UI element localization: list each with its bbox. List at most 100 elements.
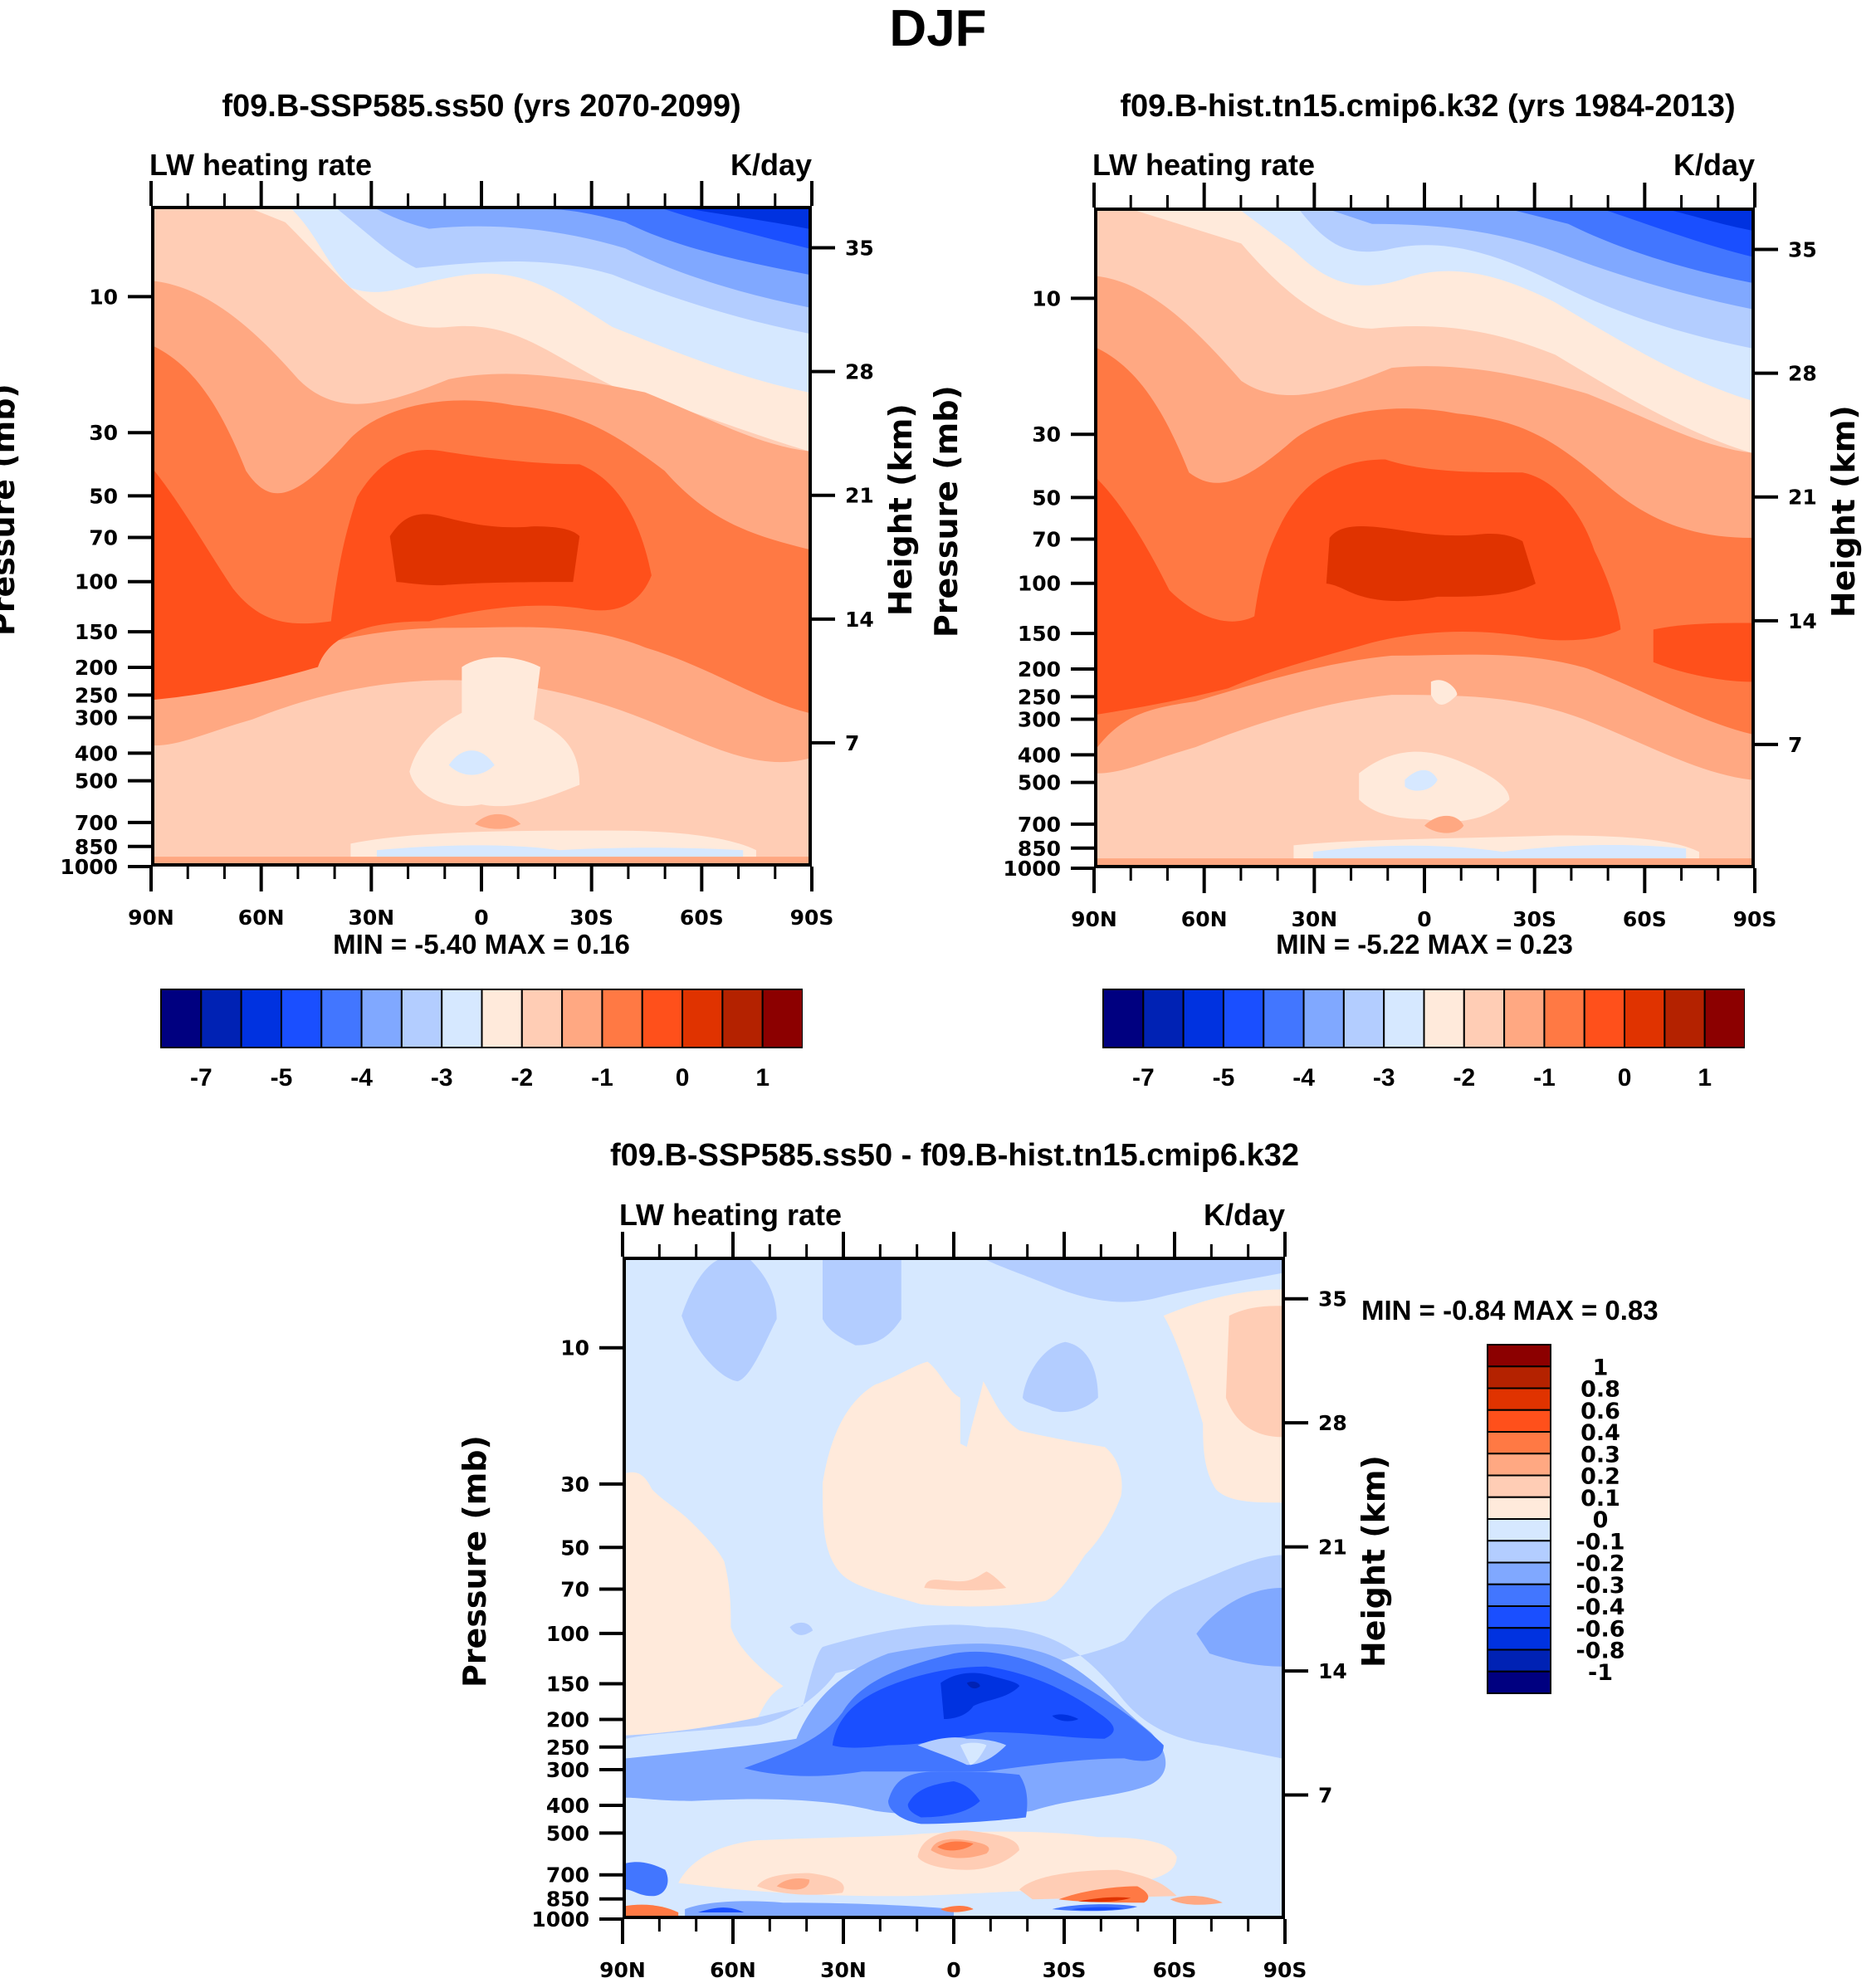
contour-band <box>1097 858 1751 865</box>
x-tick-label: 90N <box>128 906 174 930</box>
colorbar-label: 0.1 <box>1580 1486 1620 1512</box>
colorbar-box <box>1342 989 1385 1048</box>
contour-band <box>1424 815 1464 833</box>
contour-band <box>1225 1306 1282 1438</box>
colorbar-box <box>1463 989 1506 1048</box>
colorbar-box <box>1703 989 1745 1048</box>
panel-2-contour-field <box>1097 211 1751 865</box>
colorbar-label: -0.1 <box>1576 1529 1624 1555</box>
y-tick-label: 70 <box>89 526 118 550</box>
colorbar-box <box>1487 1518 1551 1542</box>
contour-band <box>1653 623 1751 682</box>
colorbar-box <box>1423 989 1465 1048</box>
height-tick-label: 21 <box>845 484 874 508</box>
y-tick-label: 850 <box>546 1888 589 1912</box>
contour-band <box>1405 769 1438 791</box>
y-tick-label: 150 <box>546 1672 589 1696</box>
x-tick-label: 0 <box>1417 907 1431 931</box>
colorbar-box <box>240 989 282 1048</box>
height-tick-label: 35 <box>845 237 874 261</box>
x-tick-label: 30N <box>348 906 394 930</box>
colorbar-box <box>1487 1409 1551 1433</box>
panel-2-colorbar: -7 -5 -4 -3 -2 -1 0 1 <box>1102 989 1745 1092</box>
y-tick-label: 30 <box>89 421 118 445</box>
y-tick-label: 30 <box>560 1473 589 1497</box>
y-tick-label: 400 <box>546 1794 589 1818</box>
colorbar-box <box>721 989 764 1048</box>
y-tick-label: 100 <box>1018 572 1061 596</box>
x-tick-label: 90S <box>790 906 834 930</box>
colorbar-box <box>1487 1431 1551 1455</box>
colorbar-label: 0 <box>676 1064 690 1092</box>
colorbar-box <box>481 989 523 1048</box>
contour-band <box>1673 211 1751 231</box>
contour-band <box>697 1907 745 1913</box>
height-tick-label: 7 <box>1788 733 1802 757</box>
contour-band <box>940 1673 1019 1719</box>
contour-band <box>685 1901 954 1916</box>
colorbar-box <box>1487 1365 1551 1389</box>
height-tick-label: 14 <box>1318 1659 1347 1683</box>
colorbar-label: -5 <box>271 1064 293 1092</box>
colorbar-label: -4 <box>1292 1064 1315 1092</box>
y-tick-label: 400 <box>1018 743 1061 767</box>
x-tick-label: 0 <box>946 1958 960 1978</box>
height-tick-label: 14 <box>1788 609 1817 633</box>
colorbar-label: -1 <box>1588 1660 1613 1686</box>
y-tick-label: 300 <box>75 706 118 730</box>
colorbar-box <box>1487 1605 1551 1629</box>
contour-band <box>776 1878 810 1890</box>
colorbar-box <box>320 989 363 1048</box>
contour-band <box>1078 1897 1131 1902</box>
contour-band <box>1170 1895 1223 1905</box>
colorbar-box <box>1263 989 1305 1048</box>
contour-band <box>691 209 809 229</box>
panel-3-plot-area <box>623 1257 1285 1919</box>
x-tick-label: 90S <box>1263 1958 1307 1978</box>
contour-band <box>937 1841 974 1851</box>
y-tick-label: 150 <box>1018 622 1061 646</box>
y-tick-label: 400 <box>75 741 118 765</box>
y-tick-label: 1000 <box>1003 857 1061 881</box>
height-tick-label: 21 <box>1318 1536 1347 1560</box>
colorbar-box <box>1222 989 1265 1048</box>
panel-1-min-max: MIN = -5.40 MAX = 0.16 <box>333 929 630 960</box>
height-tick-label: 35 <box>1318 1287 1347 1311</box>
colorbar-box <box>1543 989 1585 1048</box>
x-tick-label: 30S <box>1043 1958 1087 1978</box>
x-tick-label: 30N <box>1291 907 1337 931</box>
colorbar-label: -0.2 <box>1576 1551 1624 1577</box>
colorbar-box <box>1487 1344 1551 1368</box>
y-tick-label: 200 <box>546 1707 589 1731</box>
height-tick-label: 7 <box>845 731 859 755</box>
panel-3-min-max: MIN = -0.84 MAX = 0.83 <box>1361 1295 1659 1326</box>
y-tick-label: 100 <box>546 1622 589 1646</box>
x-tick-label: 30N <box>820 1958 867 1978</box>
contour-band <box>823 1361 1122 1607</box>
colorbar-box <box>1487 1474 1551 1498</box>
colorbar-label: 0 <box>1618 1064 1632 1092</box>
contour-band <box>1196 1588 1282 1667</box>
panel-1-units-label: K/day <box>730 148 812 182</box>
x-tick-label: 90N <box>599 1958 646 1978</box>
height-tick-label: 7 <box>1318 1784 1332 1808</box>
panel-3-units-label: K/day <box>1203 1198 1285 1232</box>
y-tick-label: 10 <box>1032 286 1061 310</box>
colorbar-box <box>682 989 724 1048</box>
panel-3-contour-field <box>626 1260 1282 1916</box>
colorbar-box <box>601 989 643 1048</box>
y-axis-title: Pressure (mb) <box>928 385 965 637</box>
contour-band <box>1052 1714 1079 1722</box>
y-tick-label: 10 <box>560 1336 589 1360</box>
contour-band <box>823 1260 901 1346</box>
contour-band <box>960 1742 987 1766</box>
colorbar-box <box>1487 1583 1551 1607</box>
colorbar-label: -0.3 <box>1576 1573 1624 1599</box>
colorbar-box <box>1383 989 1425 1048</box>
y-axis-right-title: Height (km) <box>882 403 919 616</box>
contour-band <box>1359 751 1510 822</box>
y-tick-label: 70 <box>560 1578 589 1602</box>
y-tick-label: 30 <box>1032 422 1061 447</box>
x-tick-label: 60N <box>1181 907 1228 931</box>
colorbar-box <box>200 989 242 1048</box>
